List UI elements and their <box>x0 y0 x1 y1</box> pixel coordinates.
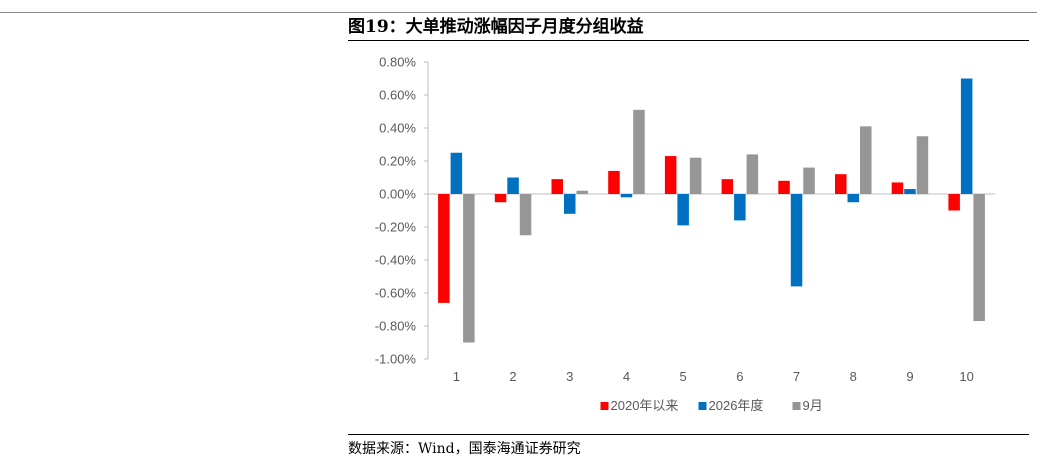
bar-series-3 <box>916 136 929 194</box>
x-axis: 1 2 3 4 5 6 7 8 9 10 <box>428 193 995 384</box>
bar-series-3 <box>463 194 475 343</box>
top-divider <box>0 12 1037 13</box>
y-tick-label: 0.60% <box>379 88 416 103</box>
legend: 2020年以来 2026年度 9月 <box>600 398 823 413</box>
bar-series-2 <box>734 194 746 221</box>
bar-series-3 <box>860 126 872 194</box>
bar-series-3 <box>689 157 702 194</box>
y-tick-label: 0.40% <box>379 121 416 136</box>
bar-chart: 0.80% 0.60% 0.40% 0.20% 0.00% -0.20% -0.40% -0.… <box>375 55 995 413</box>
x-tick-label: 2 <box>509 369 516 384</box>
bar-series-2 <box>507 177 519 194</box>
y-tick-label: -0.20% <box>375 220 417 235</box>
x-tick-label: 8 <box>850 369 857 384</box>
bar-series-2 <box>620 194 633 198</box>
bar-series-1 <box>551 179 563 194</box>
legend-label: 2026年度 <box>709 398 764 413</box>
bar-series-2 <box>904 189 916 194</box>
y-tick-label: -1.00% <box>375 352 417 367</box>
y-tick-label: 0.80% <box>379 55 416 70</box>
bar-series-1 <box>778 180 790 194</box>
bar-series-2 <box>450 152 463 194</box>
x-tick-label: 9 <box>906 369 913 384</box>
bar-series-1 <box>835 174 847 194</box>
legend-label: 2020年以来 <box>611 398 679 413</box>
bar-series-3 <box>519 194 532 236</box>
x-tick-label: 10 <box>959 369 973 384</box>
bar-series-3 <box>576 190 588 194</box>
legend-swatch <box>698 402 707 410</box>
title-rule <box>348 40 1029 41</box>
bars <box>438 78 985 343</box>
y-tick-label: -0.80% <box>375 319 417 334</box>
legend-swatch <box>600 402 609 410</box>
bottom-rule <box>348 434 1029 435</box>
bar-series-2 <box>847 194 859 203</box>
x-tick-label: 5 <box>680 369 687 384</box>
bar-series-2 <box>790 194 803 287</box>
x-tick-label: 3 <box>566 369 573 384</box>
bar-series-2 <box>677 194 689 226</box>
y-tick-label: -0.60% <box>375 286 417 301</box>
x-tick-label: 1 <box>453 369 460 384</box>
bar-series-2 <box>564 194 576 214</box>
bar-series-3 <box>746 154 759 194</box>
bar-series-1 <box>948 194 960 211</box>
y-tick-label: 0.20% <box>379 154 416 169</box>
x-tick-label: 4 <box>623 369 630 384</box>
y-axis: 0.80% 0.60% 0.40% 0.20% 0.00% -0.20% -0.40% -0.… <box>375 55 429 367</box>
bar-series-1 <box>438 194 450 303</box>
bar-series-1 <box>608 170 620 194</box>
legend-swatch <box>792 402 801 410</box>
bar-series-1 <box>721 179 734 194</box>
x-tick-label: 6 <box>736 369 743 384</box>
bar-series-1 <box>664 156 677 194</box>
bar-series-1 <box>494 194 507 203</box>
source-note: 数据来源：Wind，国泰海通证券研究 <box>348 441 581 457</box>
bar-series-3 <box>803 167 815 194</box>
bar-series-2 <box>960 78 973 194</box>
y-tick-label: 0.00% <box>379 187 416 202</box>
figure-title: 图19：大单推动涨幅因子月度分组收益 <box>348 17 644 37</box>
bar-series-3 <box>633 109 645 194</box>
bar-series-3 <box>973 194 985 322</box>
y-tick-label: -0.40% <box>375 253 417 268</box>
bar-series-1 <box>891 182 904 194</box>
legend-label: 9月 <box>803 398 823 413</box>
x-tick-label: 7 <box>793 369 800 384</box>
